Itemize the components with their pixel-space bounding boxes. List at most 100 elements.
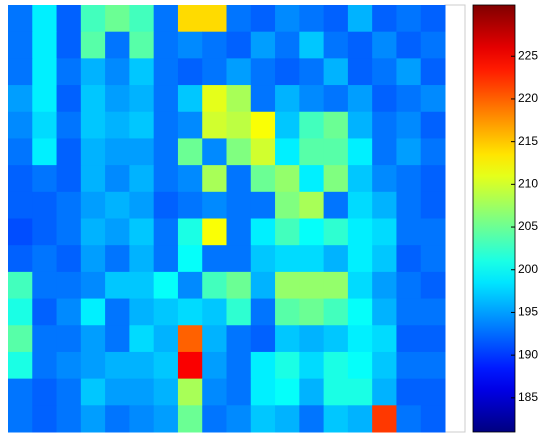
cell (8, 58, 33, 85)
cell (154, 272, 179, 299)
cell (299, 379, 324, 406)
colorbar-tick-label: 220 (518, 91, 538, 105)
cell (8, 85, 33, 112)
cell (57, 272, 82, 299)
cell (202, 245, 227, 272)
cell (396, 58, 421, 85)
cell (154, 85, 179, 112)
cell (299, 165, 324, 192)
cell (275, 138, 300, 165)
cell (324, 325, 349, 352)
cell (372, 165, 397, 192)
cell (81, 405, 106, 432)
cell (227, 5, 252, 32)
cell (251, 5, 276, 32)
cell (348, 192, 373, 219)
cell (81, 192, 106, 219)
cell (251, 352, 276, 379)
cell (105, 379, 130, 406)
cell (154, 112, 179, 139)
cell (178, 352, 203, 379)
cell (348, 352, 373, 379)
colorbar-tick-label: 225 (518, 48, 538, 62)
cell (251, 112, 276, 139)
cell (421, 58, 446, 85)
cell (299, 5, 324, 32)
cell (105, 219, 130, 246)
cell (396, 299, 421, 326)
cell (154, 58, 179, 85)
cell (154, 138, 179, 165)
cell (129, 85, 154, 112)
cell (396, 5, 421, 32)
cell (105, 245, 130, 272)
cell (299, 219, 324, 246)
cell (57, 352, 82, 379)
cell (396, 85, 421, 112)
cell (251, 379, 276, 406)
cell (154, 5, 179, 32)
cell (251, 299, 276, 326)
cell (129, 405, 154, 432)
cell (32, 245, 57, 272)
cell (396, 325, 421, 352)
cell (129, 192, 154, 219)
cell (396, 405, 421, 432)
cell (202, 405, 227, 432)
cell (81, 379, 106, 406)
cell (178, 245, 203, 272)
cell (32, 5, 57, 32)
cell (348, 32, 373, 59)
cell (227, 352, 252, 379)
cell (129, 138, 154, 165)
cell (348, 5, 373, 32)
cell (105, 325, 130, 352)
cell (8, 272, 33, 299)
cell (348, 85, 373, 112)
cell (178, 299, 203, 326)
cell (421, 379, 446, 406)
cell (299, 192, 324, 219)
cell (299, 112, 324, 139)
cell (57, 192, 82, 219)
cell (227, 379, 252, 406)
cell (275, 219, 300, 246)
cell (299, 325, 324, 352)
cell (372, 112, 397, 139)
cell (299, 58, 324, 85)
cell (154, 299, 179, 326)
cell (154, 352, 179, 379)
cell (57, 325, 82, 352)
cell (129, 32, 154, 59)
cell (227, 192, 252, 219)
cell (81, 165, 106, 192)
cell (57, 85, 82, 112)
cell (178, 85, 203, 112)
cell (396, 112, 421, 139)
cell (421, 405, 446, 432)
cell (178, 112, 203, 139)
cell (8, 299, 33, 326)
cell (8, 5, 33, 32)
cell (275, 58, 300, 85)
cell (202, 5, 227, 32)
cell (81, 58, 106, 85)
cell (57, 405, 82, 432)
cell (129, 5, 154, 32)
cell (129, 352, 154, 379)
cell (178, 272, 203, 299)
cell (299, 352, 324, 379)
cell (105, 112, 130, 139)
cell (348, 219, 373, 246)
colorbar-tick-label: 210 (518, 177, 538, 191)
cell (57, 219, 82, 246)
cell (421, 272, 446, 299)
cell (348, 405, 373, 432)
cell (251, 165, 276, 192)
cell (275, 165, 300, 192)
cell (324, 192, 349, 219)
cell (251, 192, 276, 219)
cell (324, 85, 349, 112)
cell (32, 112, 57, 139)
cell (372, 58, 397, 85)
